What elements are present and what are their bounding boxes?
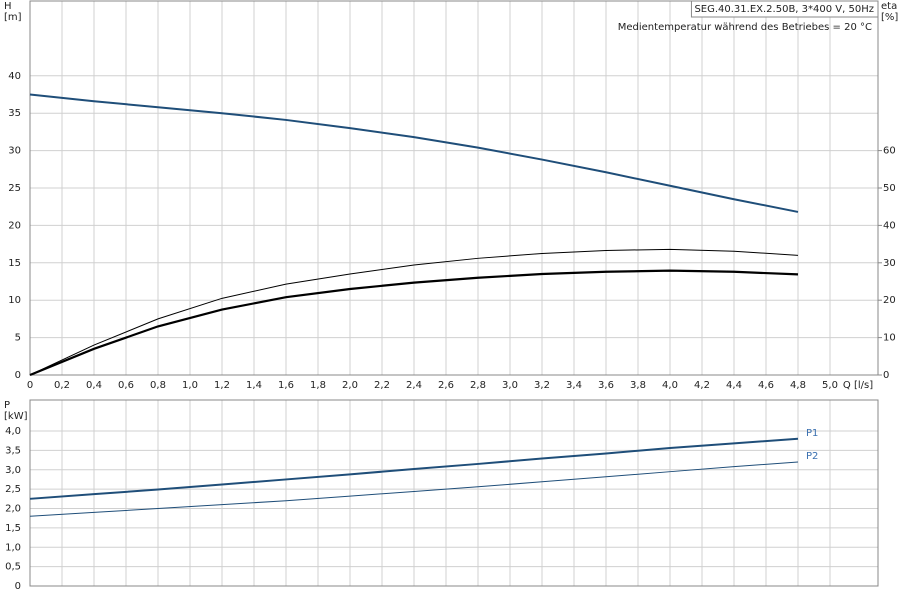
y-tick-label: 0,5 <box>5 562 21 573</box>
series-label: P1 <box>806 428 818 439</box>
x-tick-label: 5,0 <box>822 380 838 391</box>
y2-tick-label: 50 <box>883 183 896 194</box>
y-axis-label: H <box>4 1 12 12</box>
x-tick-label: 4,0 <box>662 380 678 391</box>
x-tick-label: 1,2 <box>214 380 230 391</box>
x-tick-label: 3,0 <box>502 380 518 391</box>
x-tick-label: 0 <box>27 380 33 391</box>
x-tick-label: 3,4 <box>566 380 582 391</box>
x-tick-label: 1,6 <box>278 380 294 391</box>
y2-tick-label: 10 <box>883 333 896 344</box>
series-line <box>29 248 799 376</box>
series-line <box>29 461 799 517</box>
series-label: P2 <box>806 451 818 462</box>
y-tick-label: 1,0 <box>5 542 21 553</box>
y-axis-label: P <box>4 400 10 411</box>
y-tick-label: 30 <box>8 146 21 157</box>
x-tick-label: 2,4 <box>406 380 422 391</box>
y-tick-label: 25 <box>8 183 21 194</box>
y-tick-label: 15 <box>8 258 21 269</box>
y2-tick-label: 40 <box>883 220 896 231</box>
x-tick-label: 0,8 <box>150 380 166 391</box>
y-tick-label: 2,0 <box>5 504 21 515</box>
y-tick-label: 3,5 <box>5 445 21 456</box>
y-tick-label: 0 <box>15 581 21 592</box>
x-tick-label: 4,8 <box>790 380 806 391</box>
x-tick-label: 1,0 <box>182 380 198 391</box>
x-tick-label: 4,6 <box>758 380 774 391</box>
x-tick-label: 1,8 <box>310 380 326 391</box>
y2-axis-label: eta <box>881 1 897 12</box>
x-tick-label: 3,2 <box>534 380 550 391</box>
y-tick-label: 40 <box>8 71 21 82</box>
y-tick-label: 3,0 <box>5 465 21 476</box>
x-tick-label: 0,2 <box>54 380 70 391</box>
title-box <box>690 0 879 18</box>
x-tick-label: 0,4 <box>86 380 102 391</box>
x-tick-label: 2,0 <box>342 380 358 391</box>
y-tick-label: 20 <box>8 220 21 231</box>
series-line <box>29 93 799 213</box>
x-tick-label: 0,6 <box>118 380 134 391</box>
y2-tick-label: 0 <box>883 370 889 381</box>
x-tick-label: 4,2 <box>694 380 710 391</box>
chart-subtitle: Medientemperatur während des Betriebes =… <box>618 22 872 33</box>
y-axis-label: [m] <box>4 12 22 23</box>
x-tick-label: 2,8 <box>470 380 486 391</box>
plot-frame <box>29 399 879 587</box>
chart-title: SEG.40.31.EX.2.50B, 3*400 V, 50Hz <box>694 4 874 15</box>
x-tick-label: 3,8 <box>630 380 646 391</box>
plot-frame <box>29 0 879 376</box>
y-axis-label: [kW] <box>4 411 28 422</box>
y-tick-label: 0 <box>15 370 21 381</box>
y2-tick-label: 20 <box>883 295 896 306</box>
x-axis-label: Q [l/s] <box>843 380 873 391</box>
y-tick-label: 5 <box>15 333 21 344</box>
y2-axis-label: [%] <box>881 12 898 23</box>
x-tick-label: 1,4 <box>246 380 262 391</box>
series-line <box>29 437 799 500</box>
series-line <box>29 269 799 377</box>
y-tick-label: 35 <box>8 108 21 119</box>
x-tick-label: 2,2 <box>374 380 390 391</box>
y-tick-label: 2,5 <box>5 484 21 495</box>
x-tick-label: 3,6 <box>598 380 614 391</box>
y2-tick-label: 30 <box>883 258 896 269</box>
y2-tick-label: 60 <box>883 146 896 157</box>
y-tick-label: 4,0 <box>5 426 21 437</box>
x-tick-label: 2,6 <box>438 380 454 391</box>
y-tick-label: 1,5 <box>5 523 21 534</box>
y-tick-label: 10 <box>8 295 21 306</box>
x-tick-label: 4,4 <box>726 380 742 391</box>
